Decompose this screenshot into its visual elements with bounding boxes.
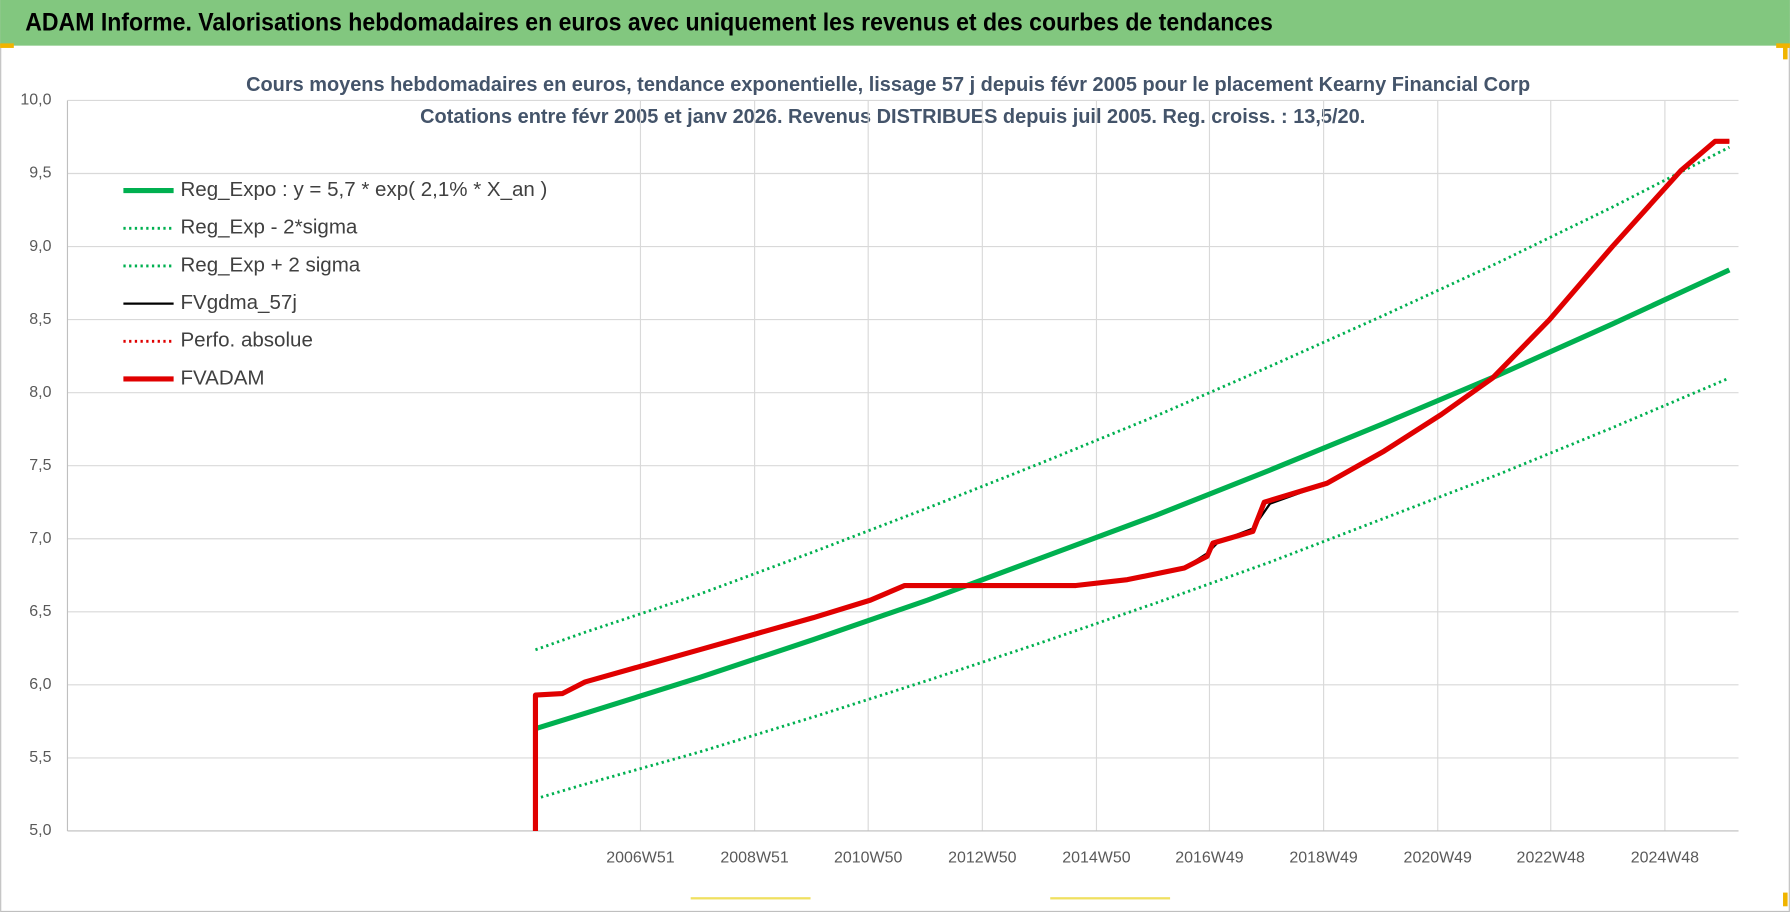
- y-tick-label: 8,5: [29, 311, 51, 328]
- y-tick-label: 6,0: [29, 676, 51, 693]
- y-tick-label: 7,5: [29, 457, 51, 474]
- y-tick-label: 5,0: [29, 822, 51, 839]
- x-tick-label: 2010W50: [834, 850, 902, 867]
- legend-label: Reg_Exp - 2*sigma: [180, 216, 357, 239]
- legend: Reg_Expo : y = 5,7 * exp( 2,1% * X_an ) R…: [123, 178, 547, 389]
- y-tick-label: 5,5: [29, 749, 51, 766]
- y-tick-label: 6,5: [29, 603, 51, 620]
- series-line: [534, 145, 1731, 652]
- x-tick-label: 2014W50: [1062, 850, 1130, 867]
- y-tick-label: 7,0: [29, 530, 51, 547]
- corner-mark: [0, 43, 14, 48]
- series-line: [532, 138, 1730, 831]
- plot-lines: [532, 138, 1731, 831]
- y-tick-label: 9,0: [29, 238, 51, 255]
- legend-label: Perfo. absolue: [180, 329, 312, 352]
- header-bar: [0, 0, 1790, 46]
- x-tick-label: 2008W51: [720, 850, 788, 867]
- y-tick-label: 9,5: [29, 165, 51, 182]
- legend-label: FVADAM: [180, 366, 264, 389]
- x-tick-label: 2020W49: [1404, 850, 1472, 867]
- corner-mark: [690, 897, 811, 900]
- x-tick-label: 2018W49: [1289, 850, 1357, 867]
- x-tick-label: 2022W48: [1517, 850, 1585, 867]
- page-title: ADAM Informe. Valorisations hebdomadaire…: [25, 9, 1273, 37]
- y-tick-label: 10,0: [20, 92, 51, 109]
- x-tick-label: 2024W48: [1631, 850, 1699, 867]
- y-tick-label: 8,0: [29, 384, 51, 401]
- chart-subtitle: Cotations entre févr 2005 et janv 2026. …: [420, 105, 1365, 128]
- x-tick-label: 2006W51: [606, 850, 674, 867]
- corner-mark: [1050, 897, 1171, 900]
- legend-label: FVgdma_57j: [180, 291, 296, 314]
- chart-title: Cours moyens hebdomadaires en euros, ten…: [246, 73, 1530, 96]
- legend-label: Reg_Expo : y = 5,7 * exp( 2,1% * X_an ): [180, 178, 547, 201]
- corner-mark: [1783, 45, 1788, 60]
- series-line: [534, 267, 1731, 732]
- x-tick-label: 2012W50: [948, 850, 1016, 867]
- legend-label: Reg_Exp + 2 sigma: [180, 253, 360, 276]
- series-line: [535, 376, 1730, 801]
- corner-mark: [1783, 892, 1788, 907]
- x-tick-label: 2016W49: [1175, 850, 1243, 867]
- axes: 5,0 5,5 6,0 6,5 7,0 7,5 8,0 8,5 9,0 9,5 10,0 2006W5…: [20, 92, 1739, 867]
